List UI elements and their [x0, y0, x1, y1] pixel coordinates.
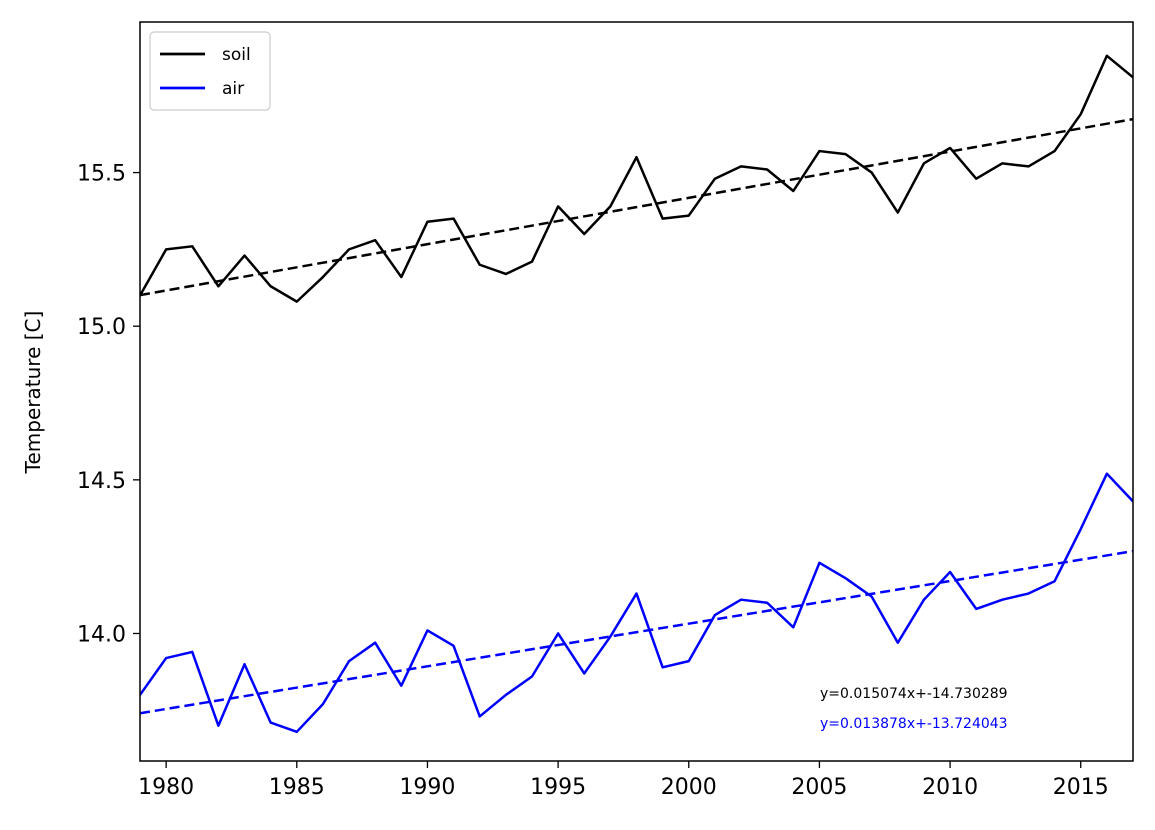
legend: soil air	[149, 31, 271, 111]
x-axis: 1980 1985 1990 1995 2000 2005 2010 2015	[138, 761, 1109, 800]
y-tick-label: 15.5	[77, 162, 126, 187]
trend-equations: y=0.015074x+-14.730289 y=0.013878x+-13.72…	[820, 686, 1008, 732]
series-line-air	[140, 472, 1133, 734]
legend-box	[149, 31, 271, 111]
x-tick-label: 2000	[661, 775, 717, 800]
trend-line-air	[140, 549, 1133, 715]
x-tick-label: 1985	[269, 775, 325, 800]
x-tick-label: 2010	[922, 775, 978, 800]
trend-equation-soil: y=0.015074x+-14.730289	[820, 686, 1008, 702]
series-line-soil	[140, 54, 1133, 303]
x-tick-label: 2015	[1053, 775, 1109, 800]
y-tick-label: 15.0	[77, 315, 126, 340]
plot-frame	[139, 21, 1134, 762]
y-tick-label: 14.5	[77, 469, 126, 494]
trend-equation-air: y=0.013878x+-13.724043	[820, 716, 1008, 732]
y-tick-label: 14.0	[77, 622, 126, 647]
x-tick-label: 1990	[399, 775, 455, 800]
legend-label-air: air	[222, 79, 244, 99]
x-tick-label: 1980	[138, 775, 194, 800]
plot-area	[140, 54, 1133, 734]
legend-label-soil: soil	[222, 45, 251, 65]
x-tick-label: 1995	[530, 775, 586, 800]
y-axis: 14.0 14.5 15.0 15.5	[77, 162, 140, 647]
y-axis-label: Temperature [C]	[21, 311, 45, 475]
trend-line-soil	[140, 117, 1133, 297]
x-tick-label: 2005	[791, 775, 847, 800]
